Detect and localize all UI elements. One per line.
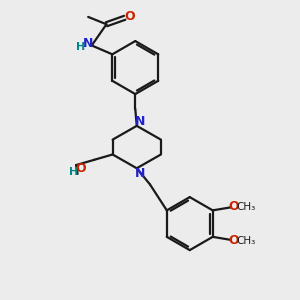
Text: N: N (135, 115, 146, 128)
Text: N: N (135, 167, 146, 180)
Text: O: O (229, 234, 239, 247)
Text: H: H (69, 167, 78, 177)
Text: H: H (76, 42, 86, 52)
Text: CH₃: CH₃ (236, 236, 255, 246)
Text: O: O (124, 10, 135, 22)
Text: CH₃: CH₃ (236, 202, 255, 212)
Text: O: O (75, 161, 86, 175)
Text: N: N (83, 37, 93, 50)
Text: O: O (229, 200, 239, 213)
